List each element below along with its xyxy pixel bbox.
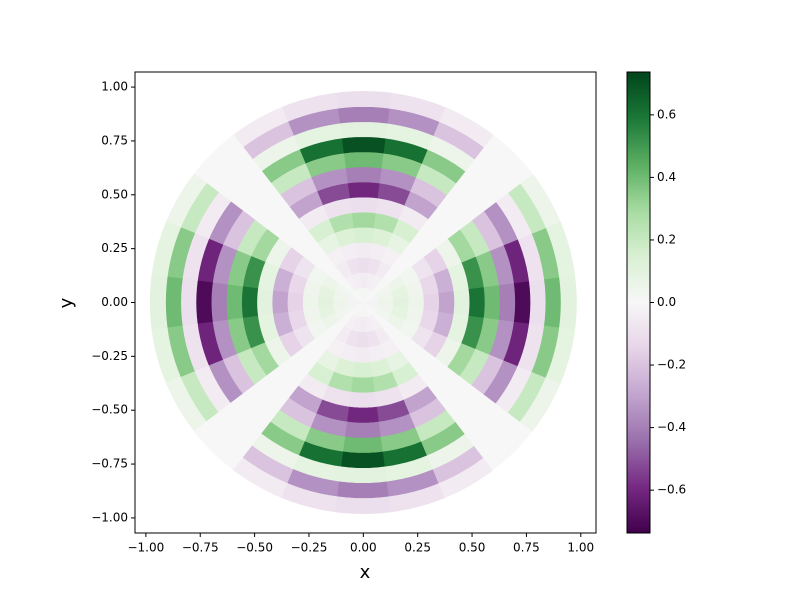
colorbar-tick-label: −0.2: [657, 358, 686, 372]
y-tick-label: −0.75: [91, 457, 128, 471]
field-cell: [468, 286, 486, 319]
colorbar-tick-label: 0.4: [657, 170, 676, 184]
field-cell: [339, 121, 388, 139]
field-cell: [545, 327, 576, 384]
field-cell: [271, 290, 289, 315]
field-cell: [483, 284, 501, 321]
x-tick-label: 1.00: [567, 541, 594, 555]
field-cell: [337, 481, 390, 499]
field-cell: [210, 282, 228, 323]
field-cell: [149, 274, 168, 331]
field-cell: [352, 226, 374, 244]
field-cell: [225, 284, 244, 321]
colorbar: [626, 71, 651, 534]
colorbar-tick-label: 0.2: [657, 232, 676, 246]
field-cell: [543, 276, 562, 329]
field-cell: [346, 406, 380, 424]
field-cell: [241, 286, 259, 319]
field-cell: [302, 294, 319, 311]
y-tick-label: 0.00: [101, 295, 128, 309]
y-tick-label: −0.25: [91, 349, 128, 363]
y-axis-label: y: [56, 297, 77, 308]
x-tick-label: 0.25: [404, 541, 431, 555]
colorbar-tick-label: 0.6: [657, 107, 676, 121]
field-cell: [453, 288, 471, 317]
field-cell: [350, 376, 376, 394]
x-tick-label: 0.75: [513, 541, 540, 555]
field-cell: [339, 466, 388, 484]
field-cell: [354, 241, 372, 259]
field-cell: [438, 290, 456, 315]
field-cell: [513, 280, 532, 325]
field-cell: [348, 391, 378, 409]
field-cell: [286, 292, 304, 313]
x-tick-label: −0.75: [182, 541, 219, 555]
field-cell: [348, 196, 378, 214]
field-cell: [195, 280, 213, 325]
field: [149, 90, 577, 515]
x-tick-label: 0.50: [459, 541, 486, 555]
field-cell: [352, 361, 374, 379]
field-cell: [354, 346, 372, 364]
field-cell: [350, 211, 376, 229]
field-cell: [341, 451, 386, 469]
field-cell: [165, 276, 183, 329]
colorbar-tick-label: −0.6: [657, 483, 686, 497]
field-cell: [343, 151, 384, 169]
field-cell: [559, 274, 577, 331]
field-cell: [346, 181, 380, 199]
field-cell: [423, 292, 440, 313]
field-cell: [498, 282, 516, 323]
field-cell: [344, 166, 382, 184]
field-cell: [341, 136, 386, 154]
y-tick-label: −0.50: [91, 403, 128, 417]
x-tick-label: 0.00: [350, 541, 377, 555]
field-cell: [180, 278, 198, 327]
y-tick-label: 0.75: [101, 133, 128, 147]
x-axis-label: x: [360, 562, 371, 583]
field-cell: [344, 421, 382, 439]
field-cell: [256, 288, 274, 317]
x-tick-label: −0.50: [236, 541, 273, 555]
field-cell: [335, 90, 392, 109]
y-tick-label: 0.50: [101, 187, 128, 201]
field-cell: [528, 278, 547, 327]
x-tick-label: −0.25: [291, 541, 328, 555]
colorbar-tick-label: 0.0: [657, 295, 676, 309]
x-tick-label: −1.00: [127, 541, 164, 555]
field-cell: [343, 436, 384, 454]
field-cell: [337, 106, 390, 124]
y-tick-label: 1.00: [101, 80, 128, 94]
y-tick-label: −1.00: [91, 510, 128, 524]
field-cell: [408, 294, 425, 311]
field-cell: [335, 496, 392, 515]
y-tick-label: 0.25: [101, 241, 128, 255]
colorbar-tick-label: −0.4: [657, 420, 686, 434]
